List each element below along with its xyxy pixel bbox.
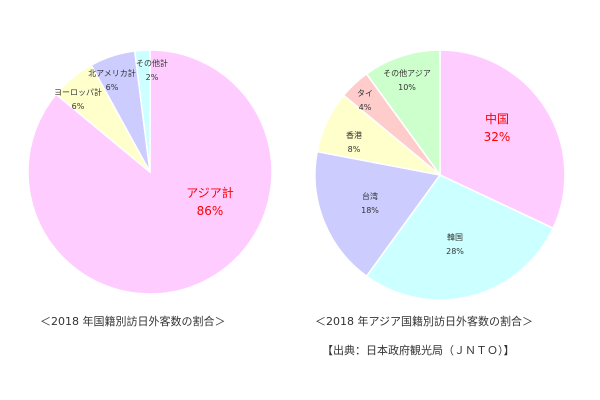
slice-name-label-asia-5: その他アジア	[383, 68, 431, 78]
pie-slice-asia-5	[365, 49, 441, 178]
slice-value-label-nationality-3: 2%	[146, 73, 159, 82]
pie-chart-nationality: アジア計 86% ヨーロッパ計 6% 北アメリカ計 6% その他計 2%	[27, 49, 273, 295]
pie-chart-asia-nationality: 中国 32% 韓国 28% 台湾 18% 香港 8% タイ 4% その他アジア 10%	[314, 49, 566, 301]
source-note: 【出典：日本政府観光局（ＪＮＴＯ）】	[322, 344, 515, 357]
slice-name-label-nationality-0: アジア計	[186, 185, 234, 200]
pie-slice-asia-1	[365, 174, 555, 301]
slice-name-label-asia-0: 中国	[485, 111, 509, 126]
slice-value-label-asia-3: 8%	[348, 145, 361, 154]
pie-slice-nationality-3	[133, 49, 151, 173]
chart-title-nationality: ＜2018 年国籍別訪日外客数の割合＞	[40, 315, 226, 328]
chart-title-asia-nationality: ＜2018 年アジア国籍別訪日外客数の割合＞	[315, 315, 534, 328]
slice-value-label-nationality-0: 86%	[197, 204, 224, 218]
slice-name-label-nationality-2: 北アメリカ計	[88, 68, 136, 78]
pie-slice-asia-0	[439, 49, 566, 230]
slice-name-label-asia-3: 香港	[346, 130, 362, 140]
slice-value-label-nationality-2: 6%	[106, 83, 119, 92]
slice-value-label-nationality-1: 6%	[72, 102, 85, 111]
slice-value-label-asia-0: 32%	[484, 130, 511, 144]
slice-name-label-nationality-1: ヨーロッパ計	[54, 87, 102, 97]
slice-value-label-asia-2: 18%	[361, 206, 379, 215]
slice-name-label-nationality-3: その他計	[136, 58, 168, 68]
slice-value-label-asia-5: 10%	[398, 83, 416, 92]
slice-name-label-asia-4: タイ	[357, 89, 373, 98]
slice-name-label-asia-1: 韓国	[447, 232, 463, 242]
pie-slice-asia-2	[314, 150, 442, 278]
slice-name-label-asia-2: 台湾	[362, 191, 378, 201]
slice-value-label-asia-1: 28%	[446, 247, 464, 256]
slice-value-label-asia-4: 4%	[359, 103, 372, 112]
